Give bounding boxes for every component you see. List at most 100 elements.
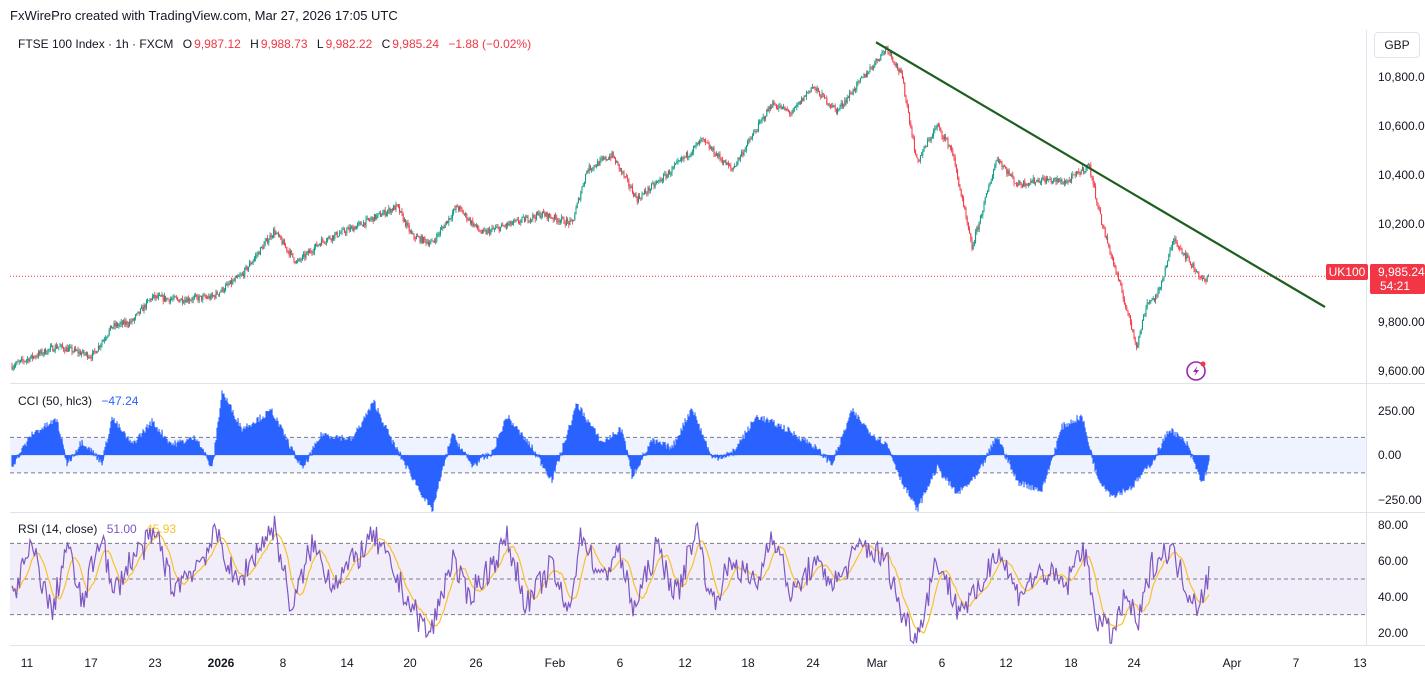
candle-body — [571, 220, 573, 222]
candle-body — [700, 140, 702, 141]
candle-body — [251, 262, 253, 265]
candle-body — [438, 233, 440, 235]
candle-body — [1147, 302, 1149, 304]
candle-body — [411, 231, 413, 234]
candle-body — [451, 212, 453, 219]
candle-body — [987, 191, 989, 193]
candle-body — [869, 67, 871, 72]
candle-body — [145, 300, 147, 309]
candle-body — [509, 221, 511, 224]
candle-body — [1044, 178, 1046, 183]
cci-value: −47.24 — [101, 394, 139, 408]
candle-body — [1083, 167, 1085, 173]
candle-body — [1080, 170, 1082, 175]
candle-body — [522, 216, 524, 218]
candle-body — [697, 142, 699, 145]
candle-body — [13, 365, 15, 368]
candle-body — [612, 151, 614, 158]
cci-pane[interactable] — [10, 390, 1366, 512]
price-tick-label: 10,800.00 — [1378, 69, 1425, 84]
candle-body — [286, 246, 288, 251]
candle-body — [707, 142, 709, 144]
candle-body — [34, 356, 36, 358]
candle-body — [183, 302, 185, 304]
candle-body — [957, 169, 959, 178]
candle-body — [799, 101, 801, 104]
candle-body — [70, 346, 72, 348]
candle-body — [337, 235, 339, 237]
candle-body — [85, 352, 87, 354]
candle-body — [307, 251, 309, 254]
candle-body — [299, 258, 301, 260]
candle-body — [1105, 236, 1107, 238]
candle-body — [258, 252, 260, 255]
price-axis[interactable] — [1366, 30, 1425, 645]
candle-body — [121, 321, 123, 325]
price-pane[interactable] — [10, 41, 1366, 372]
candle-body — [527, 216, 529, 222]
candle-body — [703, 139, 705, 140]
price-tick-label: 9,600.00 — [1378, 363, 1425, 378]
candle-body — [1042, 177, 1044, 180]
rsi-pane[interactable] — [10, 515, 1366, 645]
candle-body — [939, 126, 941, 128]
candle-body — [1009, 174, 1011, 176]
candle-body — [840, 103, 842, 107]
candle-body — [223, 290, 225, 292]
time-tick-label: 23 — [148, 656, 162, 670]
candle-body — [801, 98, 803, 104]
candle-body — [40, 350, 42, 354]
candle-body — [208, 296, 210, 299]
candle-body — [143, 304, 145, 312]
candle-body — [753, 132, 755, 136]
candle-body — [954, 157, 956, 165]
candle-body — [891, 52, 893, 57]
trendline[interactable] — [875, 41, 1326, 308]
candle-body — [619, 168, 621, 170]
candle-body — [471, 220, 473, 224]
candle-body — [60, 344, 62, 347]
last-price-tag: 9,985.24 54:21 — [1370, 264, 1425, 294]
candle-body — [37, 351, 39, 357]
candle-body — [921, 155, 923, 157]
candle-body — [940, 127, 942, 131]
candle-body — [730, 165, 732, 169]
candle-body — [629, 186, 631, 189]
candle-body — [511, 223, 513, 225]
candle-body — [607, 159, 609, 161]
candle-body — [342, 228, 344, 230]
candle-body — [597, 161, 599, 167]
candle-body — [1129, 315, 1131, 322]
candle-body — [420, 235, 422, 243]
currency-button[interactable]: GBP — [1374, 32, 1420, 58]
candle-body — [1164, 267, 1166, 277]
candle-body — [1111, 255, 1113, 259]
candle-body — [1002, 165, 1004, 167]
time-tick-label: 2026 — [207, 656, 235, 670]
candle-body — [670, 172, 672, 175]
candle-body — [1173, 241, 1175, 243]
candle-body — [17, 361, 19, 363]
candle-body — [399, 206, 401, 213]
candle-body — [88, 357, 90, 359]
candle-body — [141, 306, 143, 309]
candle-body — [907, 105, 909, 113]
candle-body — [79, 351, 81, 355]
candle-body — [671, 167, 673, 173]
candle-body — [839, 106, 841, 109]
candle-body — [268, 239, 270, 244]
candle-body — [879, 59, 881, 61]
candle-body — [11, 365, 13, 370]
candle-body — [841, 103, 843, 107]
candle-body — [516, 219, 518, 221]
candle-body — [937, 124, 939, 127]
candle-body — [675, 163, 677, 165]
candle-body — [667, 171, 669, 175]
lightning-icon[interactable] — [1186, 361, 1206, 381]
candle-body — [773, 101, 775, 106]
candle-body — [232, 280, 234, 285]
high-value: 9,988.73 — [260, 37, 308, 51]
candle-body — [1085, 168, 1087, 171]
candle-body — [563, 217, 565, 224]
